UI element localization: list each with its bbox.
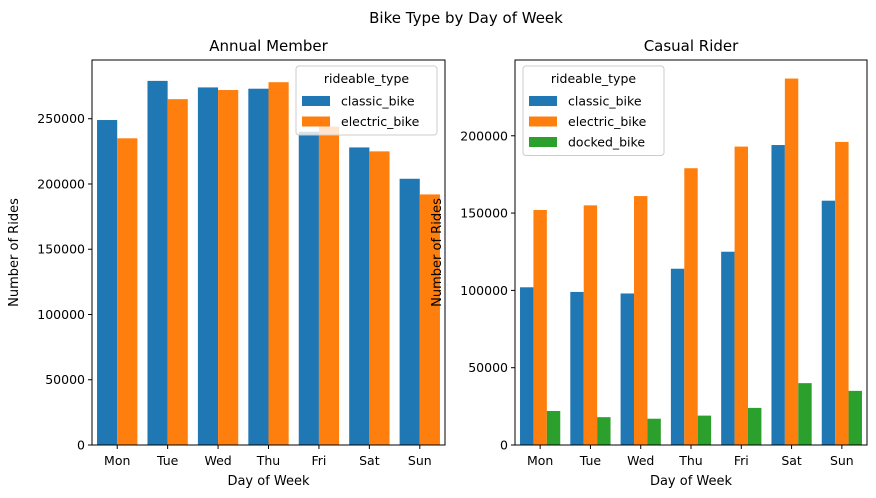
x-tick-label: Thu — [678, 453, 702, 468]
legend-frame — [295, 65, 438, 136]
legend: rideable_type classic_bike electric_bikedo… — [522, 65, 665, 156]
y-tick-label: 0 — [77, 438, 85, 453]
bar-classic-bike-sat — [349, 147, 370, 445]
bar-docked-bike-thu — [697, 415, 712, 445]
legend-swatch-classic-bike — [302, 96, 330, 106]
figure-suptitle: Bike Type by Day of Week — [369, 9, 563, 27]
legend-swatch-classic-bike — [529, 96, 557, 106]
bar-docked-bike-wed — [647, 418, 661, 445]
x-tick-label: Wed — [204, 453, 231, 468]
x-tick-label: Thu — [256, 453, 280, 468]
y-tick-label: 200000 — [37, 176, 85, 191]
legend-swatch-electric-bike — [302, 116, 330, 127]
y-tick-label: 150000 — [37, 242, 85, 257]
x-tick-label: Fri — [734, 453, 749, 468]
bar-electric-bike-tue — [583, 205, 598, 445]
y-tick-label: 250000 — [37, 111, 85, 126]
y-tick-label: 50000 — [468, 360, 508, 375]
legend-title: rideable_type — [324, 71, 409, 86]
y-tick-label: 100000 — [37, 307, 85, 322]
bar-classic-bike-fri — [298, 131, 319, 445]
bar-classic-bike-thu — [670, 268, 685, 445]
bar-electric-bike-sun — [419, 194, 440, 445]
bar-classic-bike-wed — [197, 87, 219, 445]
bar-classic-bike-sun — [399, 178, 420, 445]
bar-electric-bike-fri — [318, 126, 340, 445]
bar-classic-bike-fri — [721, 251, 735, 445]
x-tick-label: Wed — [627, 453, 654, 468]
bar-electric-bike-wed — [218, 90, 239, 446]
legend-swatch-electric-bike — [529, 116, 557, 127]
bar-docked-bike-mon — [546, 410, 561, 445]
bar-classic-bike-sat — [771, 145, 785, 446]
bar-electric-bike-mon — [533, 209, 547, 445]
y-tick-label: 0 — [500, 438, 508, 453]
bar-docked-bike-tue — [597, 417, 611, 445]
bar-electric-bike-sat — [784, 78, 799, 446]
x-tick-label: Sat — [359, 453, 380, 468]
bar-electric-bike-thu — [268, 82, 289, 445]
x-axis-label: Day of Week — [227, 474, 310, 489]
bar-docked-bike-sat — [798, 383, 812, 445]
bar-electric-bike-sun — [835, 141, 849, 445]
legend-title: rideable_type — [551, 71, 636, 86]
bar-classic-bike-thu — [248, 88, 269, 446]
bar-classic-bike-mon — [97, 120, 118, 445]
legend-label-electric-bike: electric_bike — [568, 114, 647, 129]
x-tick-label: Tue — [156, 453, 179, 468]
chart-casual-rider: Mon Tue Wed Thu Fri Sat Sun 0 50000 100000 150000 2… — [430, 37, 868, 489]
bar-docked-bike-sun — [848, 390, 862, 445]
legend-label-classic-bike: classic_bike — [568, 94, 642, 109]
legend-label-classic-bike: classic_bike — [341, 94, 415, 109]
legend-swatch-docked-bike — [529, 137, 557, 147]
x-tick-label: Mon — [104, 453, 130, 468]
y-axis-label: Number of Rides — [7, 198, 22, 307]
bar-electric-bike-fri — [734, 146, 748, 445]
y-tick-label: 100000 — [460, 283, 508, 298]
bar-classic-bike-wed — [620, 293, 635, 445]
x-tick-label: Sun — [830, 453, 854, 468]
chart-title: Annual Member — [209, 37, 328, 55]
bar-electric-bike-sat — [369, 151, 390, 446]
bar-electric-bike-thu — [684, 168, 698, 446]
bar-docked-bike-fri — [747, 407, 762, 445]
bar-classic-bike-mon — [520, 287, 534, 445]
y-tick-label: 200000 — [460, 128, 508, 143]
x-tick-label: Mon — [527, 453, 553, 468]
chart-title: Casual Rider — [644, 37, 739, 55]
x-axis-label: Day of Week — [650, 474, 733, 489]
legend-frame — [522, 65, 665, 156]
x-tick-label: Sat — [781, 453, 802, 468]
bar-classic-bike-tue — [147, 80, 168, 445]
bar-classic-bike-tue — [570, 291, 584, 445]
x-tick-label: Tue — [579, 453, 602, 468]
bar-electric-bike-tue — [167, 99, 188, 446]
bar-electric-bike-wed — [634, 196, 648, 445]
legend-label-docked-bike: docked_bike — [568, 135, 645, 150]
y-axis-label: Number of Rides — [430, 198, 445, 307]
legend: rideable_type classic_bike electric_bike — [295, 65, 438, 136]
y-tick-label: 50000 — [45, 372, 85, 387]
chart-annual-member: Mon Tue Wed Thu Fri Sat Sun 0 50000 100000 150000 2… — [7, 37, 446, 489]
x-tick-label: Fri — [311, 453, 326, 468]
legend-label-electric-bike: electric_bike — [341, 114, 420, 129]
x-tick-label: Sun — [408, 453, 432, 468]
bar-classic-bike-sun — [821, 200, 836, 445]
bar-electric-bike-mon — [117, 138, 138, 445]
y-tick-label: 150000 — [460, 206, 508, 221]
